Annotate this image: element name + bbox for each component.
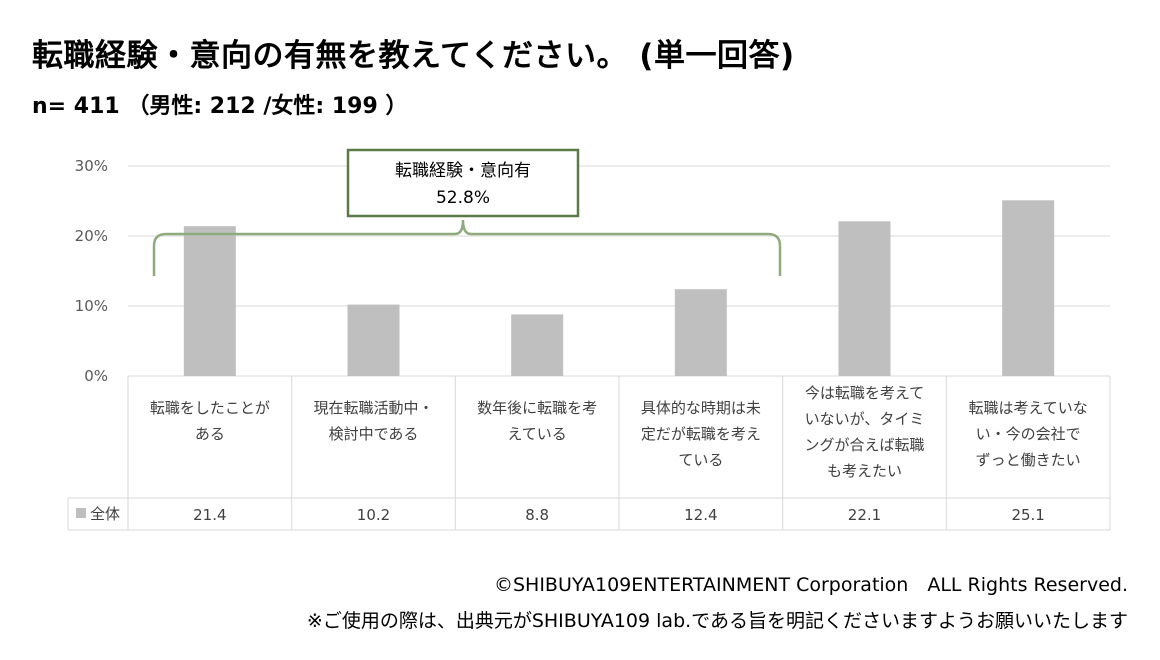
y-tick-label: 20% [75, 227, 108, 245]
bar [511, 314, 564, 376]
category-label: 今は転職を考えて [805, 384, 924, 402]
bar [1002, 200, 1055, 376]
category-label: ずっと働きたい [976, 451, 1081, 469]
y-tick-label: 0% [84, 367, 108, 385]
bar [183, 226, 236, 376]
category-label: 現在転職活動中・ [313, 399, 433, 417]
category-label: いないが、タイミ [805, 410, 925, 428]
data-label: 25.1 [1011, 506, 1044, 524]
bar [347, 304, 400, 376]
bar [674, 289, 727, 376]
category-label: 具体的な時期は未 [641, 399, 761, 417]
y-tick-label: 30% [75, 157, 108, 175]
data-label: 12.4 [684, 506, 717, 524]
legend-label: 全体 [90, 505, 120, 523]
usage-note: ※ご使用の際は、出典元がSHIBUYA109 lab.である旨を明記くださいます… [306, 610, 1128, 632]
chart-title: 転職経験・意向の有無を教えてください。 (単一回答) [32, 38, 795, 74]
bracket [152, 219, 782, 276]
data-label: 22.1 [848, 506, 881, 524]
category-label: 数年後に転職を考 [477, 399, 597, 417]
legend-swatch [76, 508, 86, 518]
category-label: えている [508, 425, 567, 443]
data-label: 10.2 [357, 506, 390, 524]
category-label: 転職をしたことが [150, 399, 270, 417]
category-label: ている [678, 451, 723, 469]
annotation-title: 転職経験・意向有 [395, 161, 531, 181]
copyright-text: ©SHIBUYA109ENTERTAINMENT Corporation ALL… [493, 574, 1128, 596]
data-label: 21.4 [193, 506, 226, 524]
category-label: 検討中である [329, 425, 419, 443]
y-tick-label: 10% [75, 297, 108, 315]
annotation-box [346, 148, 580, 218]
sample-size: n= 411 （男性: 212 /女性: 199 ） [32, 94, 408, 119]
category-label: ングが合えば転職 [804, 436, 924, 454]
annotation-value: 52.8% [436, 188, 490, 208]
category-label: 転職は考えていな [969, 399, 1088, 417]
data-label: 8.8 [525, 506, 549, 524]
category-label: 定だが転職を考え [641, 425, 761, 443]
category-label: ある [195, 425, 225, 443]
category-label: も考えたい [827, 462, 902, 480]
bar [838, 221, 891, 376]
category-label: い・今の会社で [976, 425, 1081, 443]
